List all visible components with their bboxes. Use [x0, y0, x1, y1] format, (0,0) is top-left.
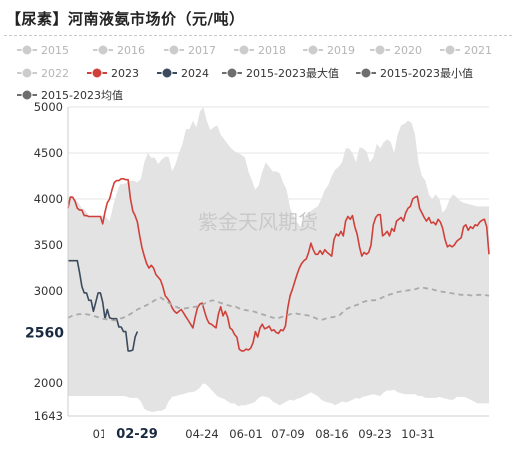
- y-tick-label-3000: 3000: [34, 284, 63, 298]
- x-tick-label-02-29: 02-29: [116, 427, 158, 442]
- legend-marker-2020: [374, 44, 386, 56]
- legend-item-2015-2023: 2015-2023最小值: [356, 67, 473, 80]
- legend-label-2015-2023: 2015-2023最小值: [380, 67, 473, 80]
- legend-item-2015-2023: 2015-2023均值: [17, 89, 123, 102]
- range-band: [68, 107, 489, 412]
- legend-marker-2023: [91, 67, 103, 79]
- y-tick-label-1643: 1643: [34, 409, 63, 423]
- legend-label-2015-2023: 2015-2023均值: [41, 89, 123, 102]
- legend-item-2017: 2017: [164, 44, 216, 57]
- legend-item-2024: 2024: [157, 67, 209, 80]
- x-tick-label-07-09: 07-09: [271, 427, 304, 441]
- legend-item-2016: 2016: [93, 44, 145, 57]
- x-tick-label-08-16: 08-16: [315, 427, 348, 441]
- legend-label-2021: 2021: [464, 44, 492, 57]
- legend-label-2017: 2017: [188, 44, 216, 57]
- legend-marker-2017: [168, 44, 180, 56]
- title-divider: [4, 35, 512, 36]
- plot-area: 紫金天风期货: [67, 106, 490, 412]
- legend: 2015 2016 2017 2018 2019 2020 2021 2022 2023 2024…: [17, 44, 492, 102]
- legend-item-2015: 2015: [17, 44, 69, 57]
- legend-item-2015-2023: 2015-2023最大值: [222, 66, 339, 80]
- legend-label-2015: 2015: [41, 44, 69, 57]
- legend-item-2019: 2019: [303, 44, 355, 57]
- legend-item-2018: 2018: [234, 44, 286, 57]
- legend-marker-2015-2023: [226, 67, 238, 79]
- y-tick-label-3500: 3500: [34, 238, 63, 252]
- legend-marker-2021: [444, 44, 456, 56]
- legend-marker-2019: [307, 44, 319, 56]
- legend-label-2024: 2024: [181, 67, 209, 80]
- legend-marker-2015-2023: [21, 89, 33, 101]
- y-tick-label-2000: 2000: [34, 376, 63, 390]
- x-tick-label-09-23: 09-23: [358, 427, 391, 441]
- legend-item-2021: 2021: [440, 44, 492, 57]
- x-tick-label-01: 01: [93, 427, 108, 441]
- legend-marker-2018: [238, 44, 250, 56]
- legend-item-2020: 2020: [370, 44, 422, 57]
- watermark: 紫金天风期货: [198, 210, 318, 234]
- axes: 500045004000350030002500200016430102-290…: [22, 100, 489, 443]
- legend-marker-2015: [21, 44, 33, 56]
- legend-label-2022: 2022: [41, 67, 69, 80]
- legend-label-2019: 2019: [327, 44, 355, 57]
- legend-item-2022: 2022: [17, 67, 69, 80]
- series-line-2023: [67, 178, 490, 352]
- y-tick-label-4500: 4500: [34, 146, 63, 160]
- x-tick-label-10-31: 10-31: [401, 427, 434, 441]
- legend-marker-2015-2023: [360, 67, 372, 79]
- x-tick-label-04-24: 04-24: [185, 427, 218, 441]
- legend-label-2016: 2016: [117, 44, 145, 57]
- y-tick-label-5000: 5000: [34, 100, 63, 114]
- series-line-2024: [68, 259, 139, 352]
- legend-label-2015-2023: 2015-2023最大值: [246, 66, 339, 80]
- crosshair-x-label-box: [104, 423, 164, 443]
- legend-label-2018: 2018: [258, 44, 286, 57]
- legend-marker-2024: [161, 67, 173, 79]
- legend-label-2020: 2020: [394, 44, 422, 57]
- crosshair-y-label: 2560: [25, 326, 64, 342]
- series-line-2015-2023: [67, 286, 490, 322]
- chart-title: 【尿素】河南液氨市场价（元/吨）: [6, 10, 245, 28]
- legend-marker-2022: [21, 67, 33, 79]
- legend-label-2023: 2023: [111, 67, 139, 80]
- legend-item-2023: 2023: [87, 67, 139, 80]
- x-tick-label-06-01: 06-01: [229, 427, 262, 441]
- crosshair-y-label-box: [22, 321, 66, 342]
- y-tick-label-4000: 4000: [34, 192, 63, 206]
- legend-marker-2016: [97, 44, 109, 56]
